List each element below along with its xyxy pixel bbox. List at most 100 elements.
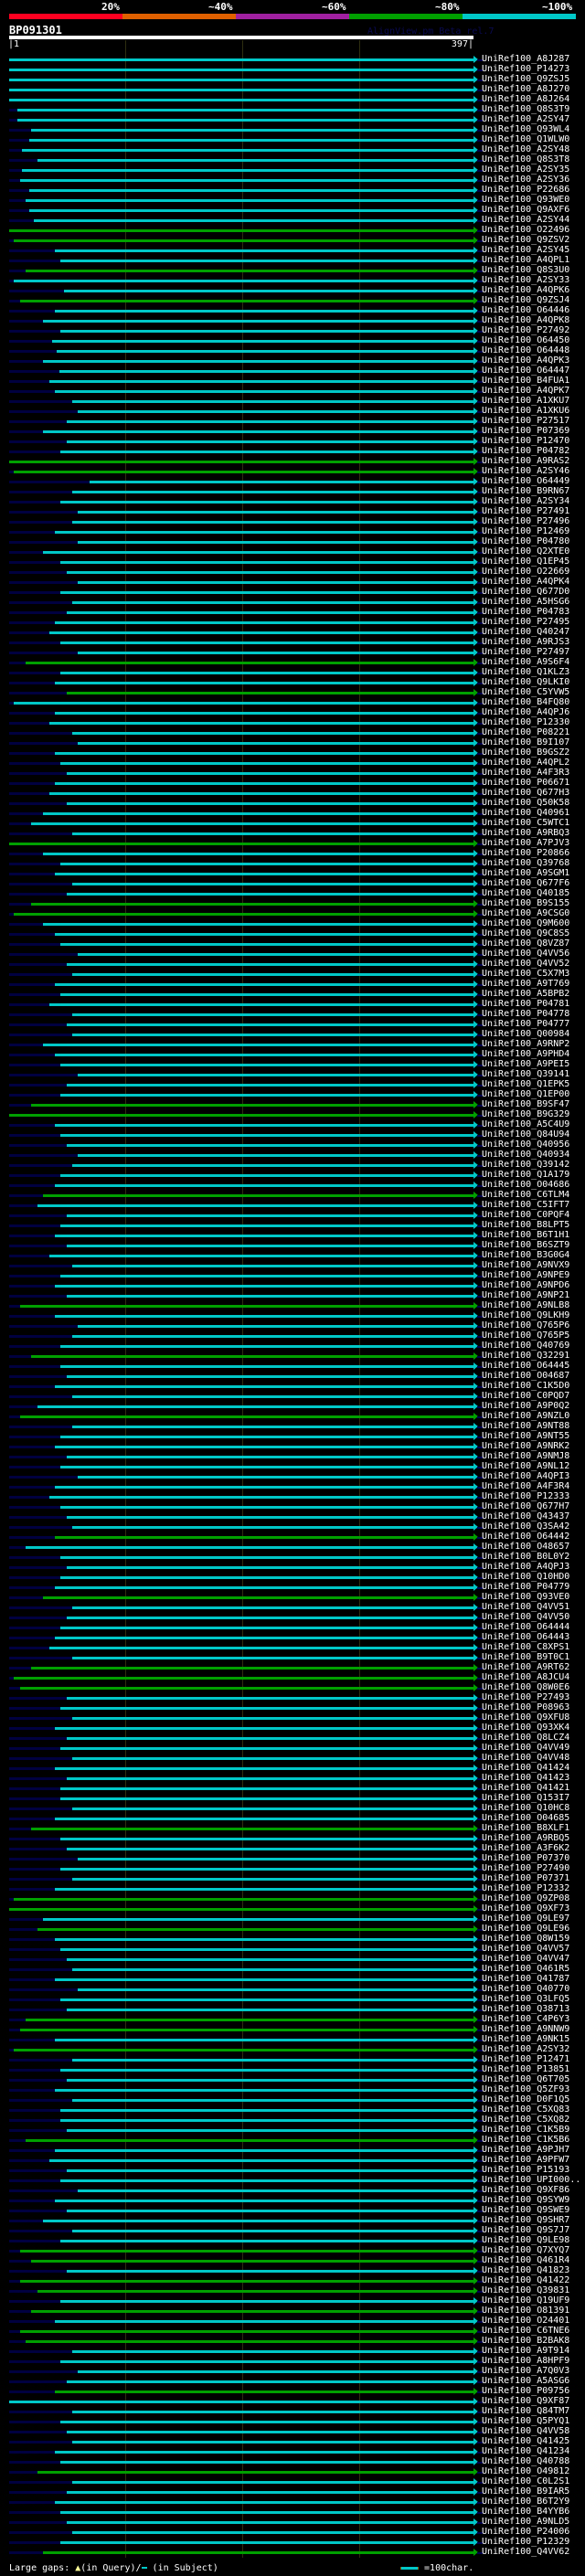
hit-label[interactable]: UniRef100_Q50K58: [482, 798, 570, 808]
alignment-bar[interactable]: [66, 1456, 473, 1458]
alignment-bar[interactable]: [43, 1918, 473, 1921]
alignment-bar[interactable]: [31, 1355, 473, 1358]
hit-label[interactable]: UniRef100_A2SY47: [482, 114, 570, 124]
hit-label[interactable]: UniRef100_Q38713: [482, 2004, 570, 2014]
alignment-bar[interactable]: [60, 641, 473, 644]
alignment-bar[interactable]: [72, 1968, 473, 1971]
alignment-bar[interactable]: [48, 1003, 473, 1006]
hit-row[interactable]: UniRef100_Q32291: [0, 1351, 585, 1362]
alignment-bar[interactable]: [66, 2210, 473, 2212]
hit-row[interactable]: UniRef100_A9CSG0: [0, 908, 585, 919]
alignment-bar[interactable]: [9, 99, 473, 101]
hit-label[interactable]: UniRef100_B4FUA1: [482, 376, 570, 386]
hit-label[interactable]: UniRef100_A4QPL2: [482, 758, 570, 768]
alignment-bar[interactable]: [72, 2350, 473, 2353]
alignment-bar[interactable]: [43, 2551, 473, 2554]
hit-label[interactable]: UniRef100_A9NNW9: [482, 2024, 570, 2034]
hit-row[interactable]: UniRef100_A9NP21: [0, 1290, 585, 1301]
hit-label[interactable]: UniRef100_Q8S3T8: [482, 154, 570, 164]
alignment-bar[interactable]: [78, 2189, 473, 2192]
hit-row[interactable]: UniRef100_P27497: [0, 647, 585, 658]
hit-label[interactable]: UniRef100_Q9XF86: [482, 2185, 570, 2195]
alignment-bar[interactable]: [25, 199, 473, 202]
alignment-bar[interactable]: [54, 1235, 473, 1237]
hit-label[interactable]: UniRef100_A9RJS3: [482, 637, 570, 647]
hit-label[interactable]: UniRef100_B9G329: [482, 1109, 570, 1119]
alignment-bar[interactable]: [54, 983, 473, 986]
hit-label[interactable]: UniRef100_Q9M600: [482, 918, 570, 928]
alignment-bar[interactable]: [37, 1204, 473, 1207]
hit-row[interactable]: UniRef100_P04780: [0, 536, 585, 547]
hit-label[interactable]: UniRef100_A4QPL1: [482, 255, 570, 265]
hit-row[interactable]: UniRef100_A4QPL1: [0, 255, 585, 266]
hit-label[interactable]: UniRef100_A9NT88: [482, 1421, 570, 1431]
alignment-bar[interactable]: [72, 1807, 473, 1810]
hit-row[interactable]: UniRef100_Q9XF73: [0, 1903, 585, 1914]
hit-row[interactable]: UniRef100_P07371: [0, 1873, 585, 1884]
hit-row[interactable]: UniRef100_A9NL12: [0, 1461, 585, 1472]
alignment-bar[interactable]: [14, 2049, 473, 2051]
hit-label[interactable]: UniRef100_B6T1H1: [482, 1230, 570, 1240]
alignment-bar[interactable]: [37, 2471, 473, 2474]
hit-row[interactable]: UniRef100_C0PQD7: [0, 1391, 585, 1402]
hit-label[interactable]: UniRef100_A2SY33: [482, 275, 570, 285]
alignment-bar[interactable]: [31, 129, 473, 132]
hit-label[interactable]: UniRef100_Q677F6: [482, 878, 570, 888]
hit-label[interactable]: UniRef100_A1XKU7: [482, 396, 570, 406]
hit-label[interactable]: UniRef100_A5C4U9: [482, 1119, 570, 1129]
hit-label[interactable]: UniRef100_P09756: [482, 2386, 570, 2396]
alignment-bar[interactable]: [16, 109, 473, 111]
hit-label[interactable]: UniRef100_D0F1Q5: [482, 2094, 570, 2104]
hit-label[interactable]: UniRef100_A9NRK2: [482, 1441, 570, 1451]
alignment-bar[interactable]: [14, 1898, 473, 1901]
hit-row[interactable]: UniRef100_O64445: [0, 1361, 585, 1372]
alignment-bar[interactable]: [66, 772, 473, 775]
hit-label[interactable]: UniRef100_Q40247: [482, 627, 570, 637]
hit-label[interactable]: UniRef100_A4QPK7: [482, 386, 570, 396]
hit-label[interactable]: UniRef100_C6TNE6: [482, 2326, 570, 2336]
hit-label[interactable]: UniRef100_Q9LE96: [482, 1924, 570, 1934]
hit-row[interactable]: UniRef100_A3F6K2: [0, 1843, 585, 1854]
alignment-bar[interactable]: [54, 1184, 473, 1187]
alignment-bar[interactable]: [78, 1154, 473, 1157]
hit-row[interactable]: UniRef100_Q41234: [0, 2446, 585, 2457]
alignment-bar[interactable]: [43, 551, 473, 554]
hit-label[interactable]: UniRef100_A2SY35: [482, 164, 570, 175]
alignment-bar[interactable]: [72, 832, 473, 835]
alignment-bar[interactable]: [48, 1496, 473, 1499]
hit-row[interactable]: UniRef100_Q1KLZ3: [0, 667, 585, 678]
hit-label[interactable]: UniRef100_B9I107: [482, 737, 570, 747]
hit-row[interactable]: UniRef100_Q5ZF93: [0, 2084, 585, 2095]
hit-row[interactable]: UniRef100_A2SY48: [0, 144, 585, 155]
alignment-bar[interactable]: [52, 340, 473, 343]
alignment-bar[interactable]: [66, 1737, 473, 1740]
hit-label[interactable]: UniRef100_Q3LFQ5: [482, 1994, 570, 2004]
hit-label[interactable]: UniRef100_P12329: [482, 2537, 570, 2547]
alignment-bar[interactable]: [25, 2019, 473, 2021]
hit-label[interactable]: UniRef100_P08963: [482, 1702, 570, 1712]
hit-row[interactable]: UniRef100_P07369: [0, 426, 585, 437]
hit-row[interactable]: UniRef100_Q84U94: [0, 1129, 585, 1140]
hit-row[interactable]: UniRef100_Q9S7J7: [0, 2225, 585, 2236]
hit-label[interactable]: UniRef100_A2SY45: [482, 245, 570, 255]
alignment-bar[interactable]: [19, 1415, 473, 1418]
hit-row[interactable]: UniRef100_A2SY46: [0, 466, 585, 477]
hit-label[interactable]: UniRef100_C5WTC1: [482, 818, 570, 828]
alignment-bar[interactable]: [60, 260, 473, 262]
hit-label[interactable]: UniRef100_P22686: [482, 185, 570, 195]
hit-row[interactable]: UniRef100_A4QPK8: [0, 315, 585, 326]
alignment-bar[interactable]: [60, 1506, 473, 1509]
hit-row[interactable]: UniRef100_A4QPK6: [0, 285, 585, 296]
hit-row[interactable]: UniRef100_B9SF47: [0, 1099, 585, 1110]
alignment-bar[interactable]: [54, 2320, 473, 2323]
hit-label[interactable]: UniRef100_P14273: [482, 64, 570, 74]
hit-row[interactable]: UniRef100_Q39768: [0, 858, 585, 869]
alignment-bar[interactable]: [54, 249, 473, 252]
alignment-bar[interactable]: [66, 2169, 473, 2172]
hit-row[interactable]: UniRef100_Q40247: [0, 627, 585, 638]
alignment-bar[interactable]: [78, 1988, 473, 1991]
alignment-bar[interactable]: [60, 1064, 473, 1066]
hit-label[interactable]: UniRef100_Q40788: [482, 2456, 570, 2466]
hit-row[interactable]: UniRef100_A9NPD6: [0, 1280, 585, 1291]
hit-label[interactable]: UniRef100_Q677D0: [482, 587, 570, 597]
